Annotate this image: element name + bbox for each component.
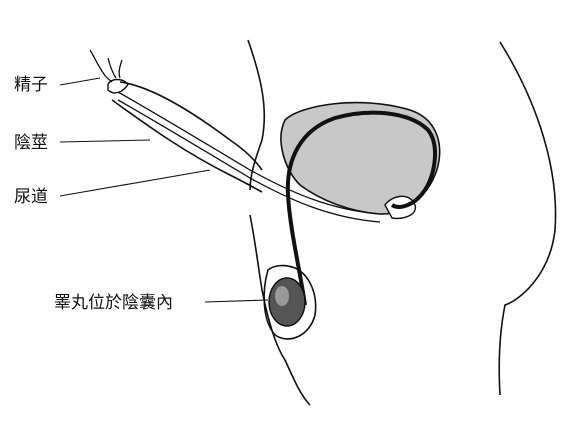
sperm-label: 精子 — [14, 75, 48, 95]
vas-deferens — [285, 110, 437, 306]
urethra-label: 尿道 — [14, 187, 48, 207]
leader-urethra — [59, 169, 211, 197]
leader-penis — [59, 139, 151, 143]
penis-outline — [111, 99, 263, 193]
leader-sperm — [59, 77, 101, 86]
sperm-squiggle-1 — [89, 49, 113, 83]
testis-highlight — [275, 286, 289, 306]
penis-outline-upper — [119, 81, 263, 171]
testis-label: 睪丸位於陰囊內 — [54, 293, 173, 313]
leader-testis — [204, 299, 269, 303]
urethra-line-1 — [117, 91, 381, 215]
glans — [107, 78, 129, 94]
abdomen-outline — [247, 39, 266, 191]
sperm-squiggle-3 — [118, 59, 123, 79]
scrotum — [263, 264, 317, 340]
sperm-squiggle-2 — [107, 57, 117, 79]
back-outline — [498, 41, 557, 396]
thigh-outline — [249, 214, 311, 406]
urethra-line-2 — [117, 99, 381, 223]
penis-label: 陰莖 — [14, 133, 48, 153]
